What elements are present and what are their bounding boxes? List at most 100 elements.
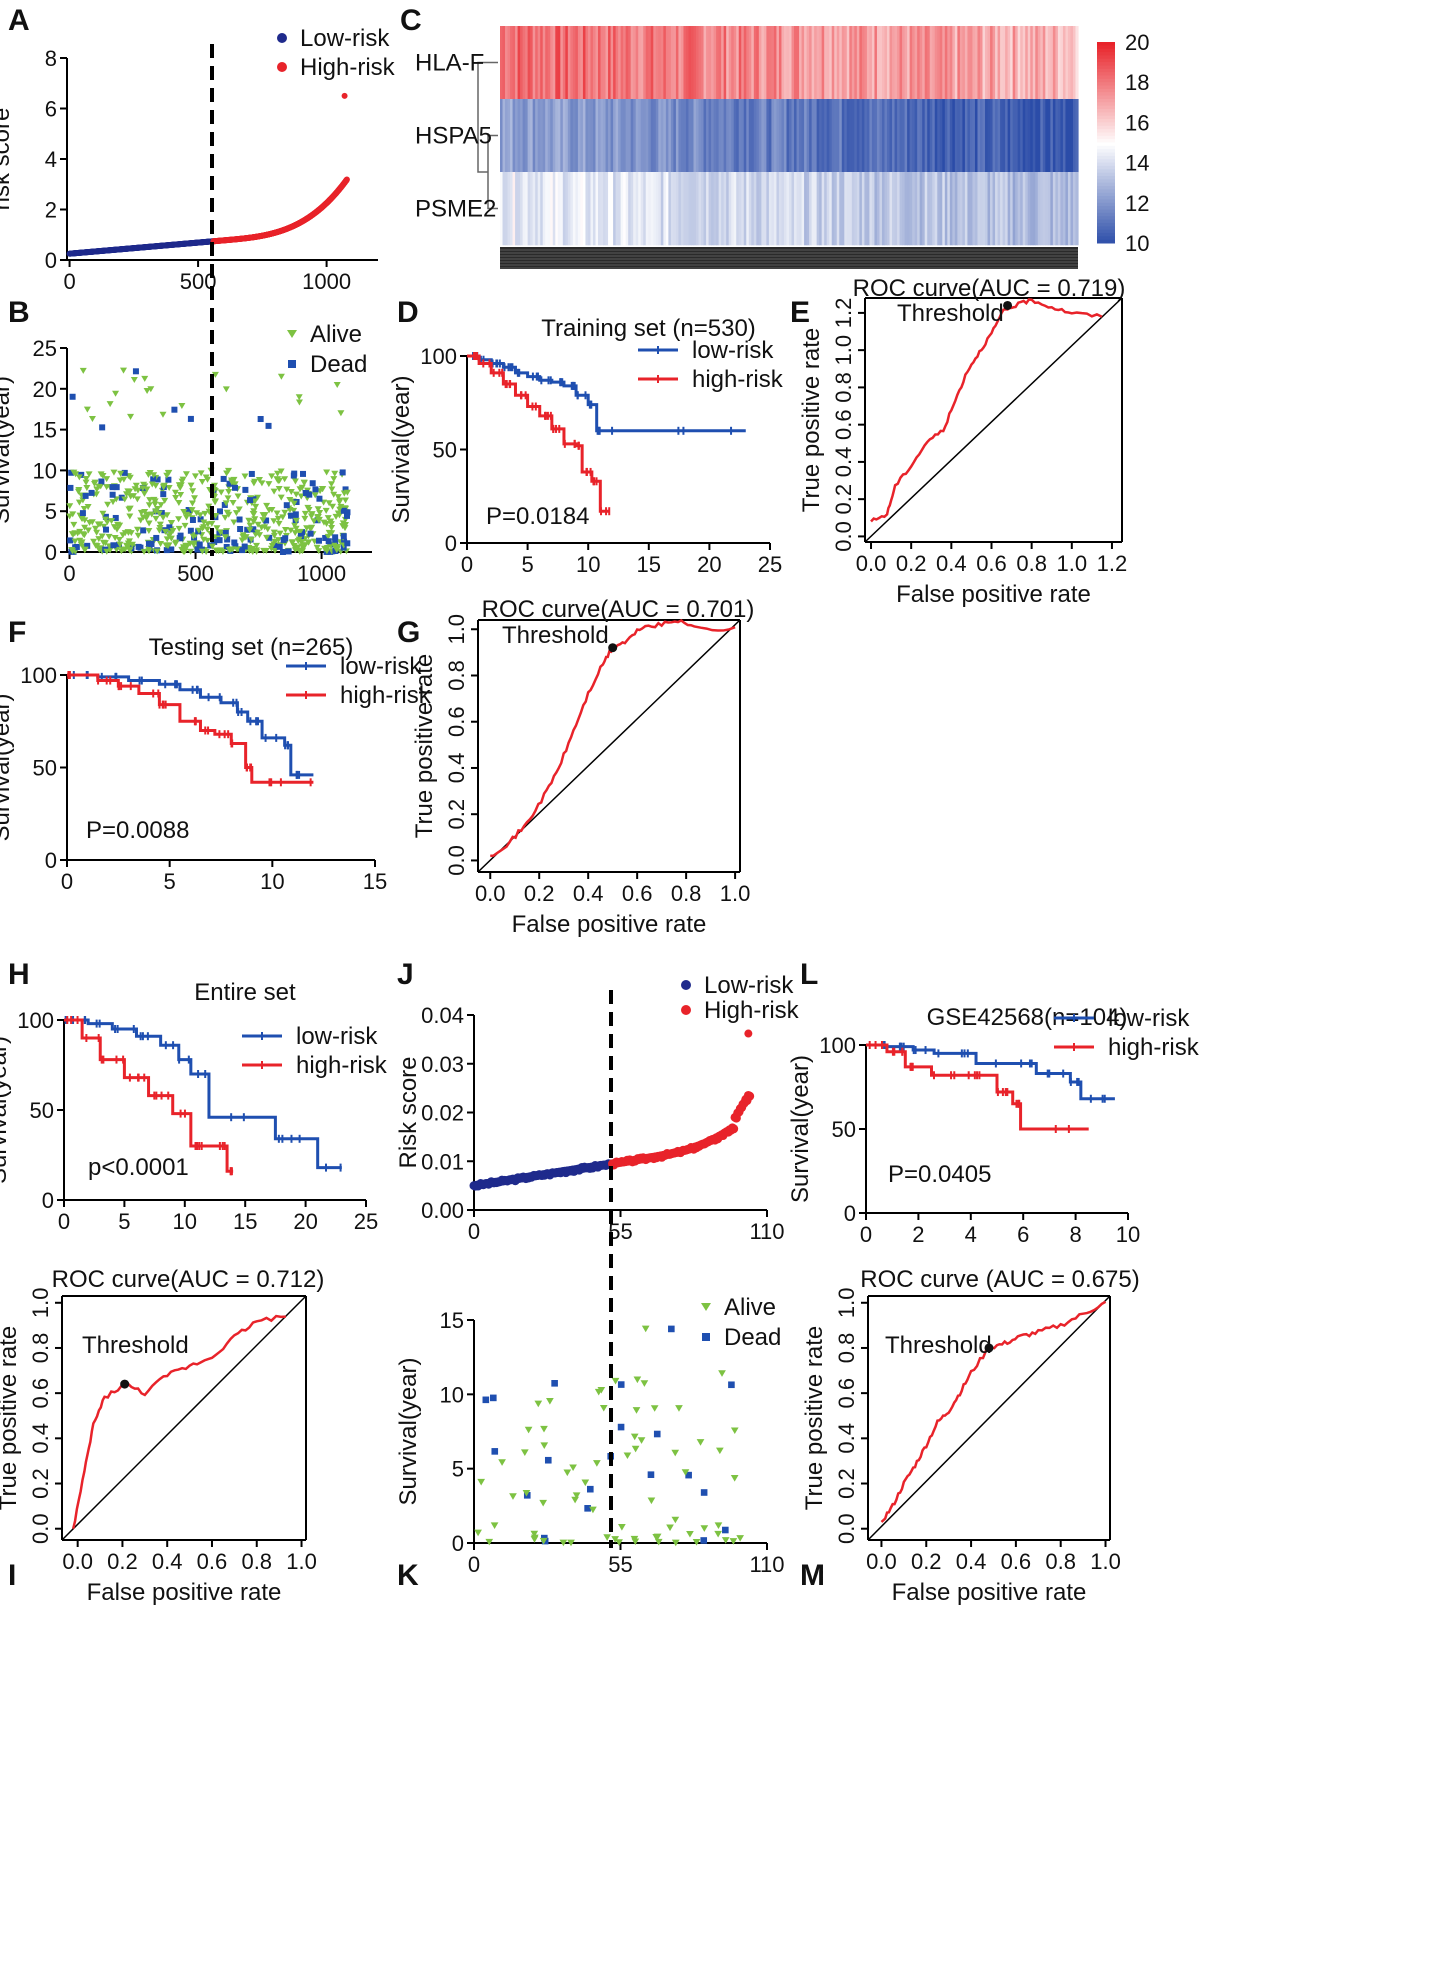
x-tick-label: 10 (260, 869, 284, 894)
alive-marker (126, 513, 134, 520)
alive-marker (730, 1475, 739, 1482)
y-tick-label: 0.0 (444, 845, 469, 876)
heatmap-cell (859, 99, 863, 173)
heatmap-cell (693, 172, 697, 246)
dead-marker (241, 543, 248, 550)
alive-marker (259, 517, 267, 524)
colorbar-segment (1097, 226, 1115, 231)
heatmap-cell (665, 26, 669, 100)
heatmap-cell (917, 26, 921, 100)
heatmap-cell (1050, 99, 1054, 173)
heatmap-cell (658, 26, 662, 100)
alive-marker (193, 510, 201, 517)
alive-marker (198, 479, 206, 486)
alive-marker (68, 531, 76, 538)
heatmap-cell (751, 99, 755, 173)
y-tick-label: 1.2 (831, 298, 856, 329)
heatmap-cell (1055, 26, 1059, 100)
x-tick-label: 10 (173, 1209, 197, 1234)
heatmap-cell (992, 26, 996, 100)
diagonal-reference (867, 1295, 1111, 1541)
roc-curve (870, 298, 1103, 523)
x-tick-label: 0.6 (622, 881, 653, 906)
alive-marker (126, 505, 134, 512)
alive-marker (295, 399, 303, 406)
colorbar-segment (1097, 98, 1115, 103)
threshold-label: Threshold (885, 1332, 992, 1359)
y-axis-label: Survival(year) (787, 1055, 814, 1203)
alive-marker (111, 534, 119, 541)
alive-marker (520, 1449, 529, 1456)
heatmap-cell (590, 172, 594, 246)
dead-marker (342, 486, 349, 493)
alive-marker (341, 525, 349, 532)
heatmap-cell (535, 172, 539, 246)
heatmap-cell (997, 172, 1001, 246)
alive-marker (334, 494, 342, 501)
y-tick-label: 10 (440, 1382, 464, 1407)
alive-marker (343, 489, 351, 496)
heatmap-cell (866, 26, 871, 100)
alive-marker (323, 520, 331, 527)
y-tick-label: 0.2 (831, 484, 856, 515)
legend-label: low-risk (1108, 1005, 1190, 1032)
heatmap-cell (944, 172, 948, 246)
legend-label: Low-risk (704, 972, 794, 999)
alive-marker (161, 528, 169, 535)
heatmap-cell (839, 99, 843, 173)
heatmap-cell (1037, 26, 1041, 100)
heatmap-cell (701, 26, 705, 100)
heatmap-cell (934, 99, 938, 173)
x-tick-label: 0.0 (475, 881, 506, 906)
alive-marker (321, 545, 329, 552)
alive-marker (246, 522, 254, 529)
alive-marker (241, 534, 249, 541)
alive-marker (178, 403, 186, 410)
x-tick-label: 4 (965, 1222, 977, 1247)
heatmap-cell (680, 172, 685, 246)
heatmap-cell (603, 172, 607, 246)
alive-marker (75, 474, 83, 481)
heatmap-cell (789, 26, 793, 100)
heatmap-cell (1005, 172, 1009, 246)
heatmap-cell (703, 172, 707, 246)
heatmap-cell (881, 99, 886, 173)
heatmap-cell (776, 99, 780, 173)
panel-letter-K: K (397, 1559, 419, 1592)
x-tick-label: 0.8 (1016, 551, 1047, 576)
heatmap-cell (741, 99, 745, 173)
heatmap-cell (603, 26, 607, 100)
heatmap-cell (595, 99, 599, 173)
colorbar-segment (1097, 162, 1115, 167)
alive-marker (599, 1404, 608, 1412)
heatmap-cell (515, 172, 519, 246)
y-tick-label: 6 (45, 97, 57, 122)
heatmap-cell (949, 99, 953, 173)
y-tick-label: 0.02 (421, 1101, 464, 1126)
heatmap-cell (567, 99, 571, 173)
heatmap-cell (678, 172, 682, 246)
heatmap-cell (834, 99, 838, 173)
heatmap-cell (693, 99, 697, 173)
legend-label: high-risk (340, 682, 432, 709)
heatmap-cell (1032, 26, 1036, 100)
colorbar-segment (1097, 48, 1115, 53)
alive-marker (77, 541, 85, 548)
alive-marker (151, 498, 159, 505)
heatmap-cell (794, 99, 798, 173)
heatmap-cell (824, 172, 828, 246)
colorbar-segment (1097, 172, 1115, 177)
legend-label: low-risk (296, 1023, 378, 1050)
y-tick-label: 100 (819, 1033, 856, 1058)
heatmap-cell (522, 99, 526, 173)
alive-marker (123, 491, 131, 498)
y-tick-label: 0.00 (421, 1198, 464, 1223)
alive-marker (277, 468, 285, 475)
heatmap-cell (841, 99, 845, 173)
dead-marker (685, 1471, 692, 1479)
heatmap-cell (690, 172, 695, 246)
alive-marker (714, 1530, 722, 1538)
alive-marker (233, 546, 241, 553)
dead-marker (194, 546, 201, 553)
